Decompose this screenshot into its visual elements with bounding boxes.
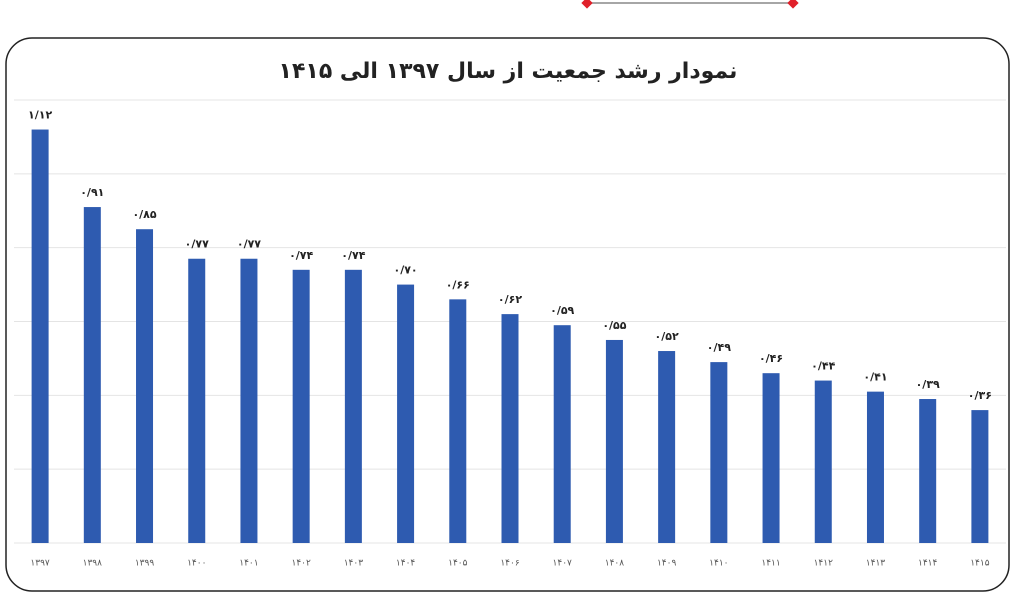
value-label: ۰/۸۵ xyxy=(132,208,156,221)
bar xyxy=(188,258,206,543)
bar xyxy=(814,380,832,543)
bar xyxy=(866,391,884,543)
x-tick-label: ۱۴۱۳ xyxy=(866,559,886,569)
decor-diamond xyxy=(581,0,593,9)
x-tick-label: ۱۴۱۲ xyxy=(814,559,834,569)
bar xyxy=(397,284,415,543)
chart-title: نمودار رشد جمعیت از سال ۱۳۹۷ الی ۱۴۱۵ xyxy=(279,59,738,84)
bar xyxy=(710,362,728,543)
x-tick-label: ۱۳۹۹ xyxy=(135,559,155,569)
value-label: ۰/۷۴ xyxy=(289,249,313,262)
bar xyxy=(240,258,258,543)
value-label: ۰/۳۹ xyxy=(916,378,940,391)
x-tick-label: ۱۴۰۵ xyxy=(448,559,468,569)
value-label: ۰/۶۲ xyxy=(498,293,522,306)
x-tick-label: ۱۴۱۰ xyxy=(709,559,728,569)
bar xyxy=(449,299,467,543)
x-tick-label: ۱۴۰۴ xyxy=(396,559,416,569)
x-tick-label: ۱۴۰۶ xyxy=(500,559,520,569)
value-label: ۰/۵۹ xyxy=(550,304,574,317)
bar xyxy=(136,229,154,544)
value-label: ۰/۳۶ xyxy=(968,389,992,402)
value-label: ۰/۷۷ xyxy=(185,238,209,251)
bar xyxy=(344,269,362,543)
x-tick-label: ۱۳۹۷ xyxy=(30,559,50,569)
value-label: ۰/۵۲ xyxy=(655,330,679,343)
chart-frame xyxy=(5,37,1010,592)
value-label: ۰/۴۹ xyxy=(707,341,731,354)
value-label: ۰/۹۱ xyxy=(80,186,104,199)
x-tick-label: ۱۴۰۳ xyxy=(344,559,364,569)
value-label: ۰/۴۶ xyxy=(759,352,783,365)
value-label: ۱/۱۲ xyxy=(28,109,52,122)
x-tick-label: ۱۴۱۴ xyxy=(918,559,938,569)
bar xyxy=(605,339,623,543)
value-label: ۰/۵۵ xyxy=(602,319,626,332)
bar xyxy=(501,314,519,543)
decor-diamond xyxy=(787,0,799,9)
x-tick-label: ۱۴۱۵ xyxy=(970,559,990,569)
x-tick-label: ۱۳۹۸ xyxy=(83,559,103,569)
value-label: ۰/۷۰ xyxy=(393,264,417,277)
bar xyxy=(292,269,310,543)
bar xyxy=(83,207,101,543)
bar xyxy=(553,325,571,543)
x-tick-label: ۱۴۱۱ xyxy=(761,559,780,569)
bar xyxy=(762,373,780,543)
bar xyxy=(919,399,937,543)
value-label: ۰/۴۱ xyxy=(863,371,887,384)
x-tick-label: ۱۴۰۲ xyxy=(291,559,311,569)
value-label: ۰/۷۴ xyxy=(341,249,365,262)
value-label: ۰/۴۴ xyxy=(811,360,835,373)
value-label: ۰/۷۷ xyxy=(237,238,261,251)
value-label: ۰/۶۶ xyxy=(446,278,470,291)
bar xyxy=(658,351,676,543)
x-tick-label: ۱۴۰۷ xyxy=(553,559,573,569)
x-tick-label: ۱۴۰۱ xyxy=(239,559,258,569)
x-tick-label: ۱۴۰۰ xyxy=(187,559,206,569)
x-tick-label: ۱۴۰۸ xyxy=(605,559,625,569)
x-tick-label: ۱۴۰۹ xyxy=(657,559,677,569)
bar xyxy=(971,410,989,543)
bar xyxy=(31,129,49,544)
